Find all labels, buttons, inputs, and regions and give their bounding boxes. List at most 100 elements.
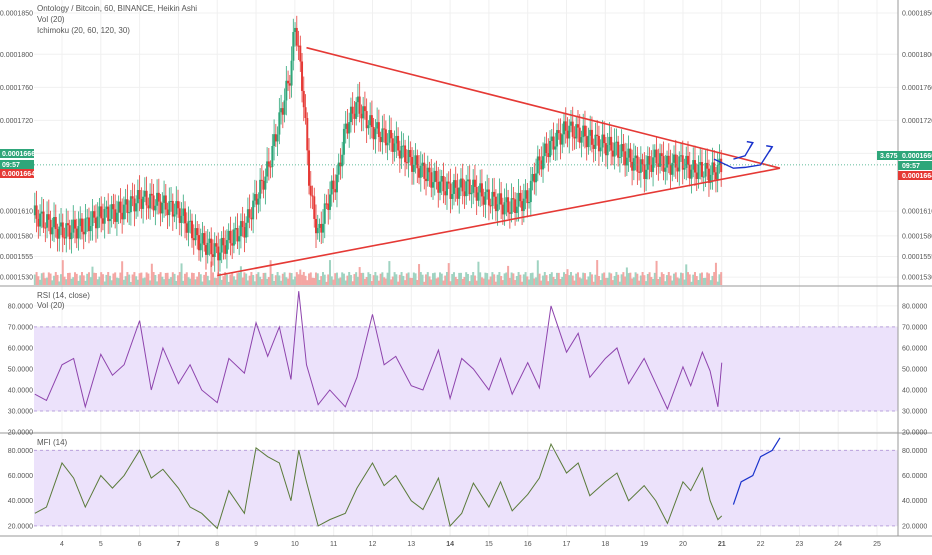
volume-bar bbox=[269, 260, 272, 285]
candle-body bbox=[309, 185, 312, 196]
trendline-lower[interactable] bbox=[217, 167, 781, 277]
candle-body bbox=[662, 156, 665, 172]
volume-bar bbox=[664, 281, 667, 285]
candle-body bbox=[452, 180, 455, 194]
candle-body bbox=[517, 192, 520, 207]
volume-bar bbox=[587, 276, 590, 285]
volume-bar bbox=[456, 279, 459, 285]
volume-bar bbox=[315, 272, 318, 285]
candle-body bbox=[47, 214, 50, 220]
volume-bar bbox=[40, 273, 43, 285]
candle-body bbox=[683, 168, 686, 170]
candle-body bbox=[283, 100, 286, 115]
volume-bar bbox=[690, 281, 693, 285]
candle-body bbox=[121, 212, 124, 220]
projection-arrowhead bbox=[766, 145, 774, 153]
volume-bar bbox=[699, 273, 702, 285]
price-tick-right: 0.0001800 bbox=[902, 52, 932, 59]
volume-bar bbox=[225, 274, 228, 285]
volume-bar bbox=[143, 277, 146, 285]
volume-bar bbox=[154, 274, 157, 285]
candle-body bbox=[288, 83, 291, 86]
candle-body bbox=[398, 150, 401, 159]
volume-bar bbox=[566, 269, 569, 285]
candle-body bbox=[638, 171, 641, 173]
volume-bar bbox=[266, 278, 269, 285]
right-price-label-bg bbox=[877, 151, 932, 160]
volume-bar bbox=[273, 281, 276, 285]
candle-body bbox=[414, 155, 417, 165]
candle-body bbox=[156, 192, 159, 206]
rsi-tick-right: 60.0000 bbox=[902, 345, 927, 352]
volume-bar bbox=[360, 272, 363, 285]
volume-bar bbox=[170, 277, 173, 285]
candle-body bbox=[660, 153, 663, 157]
price-tick-left: 0.0001850 bbox=[0, 11, 33, 18]
volume-bar bbox=[274, 275, 277, 285]
volume-bar bbox=[308, 273, 311, 285]
volume-bar bbox=[44, 278, 47, 285]
candle-body bbox=[315, 218, 318, 234]
price-projection[interactable] bbox=[713, 146, 773, 169]
candle-body bbox=[168, 201, 171, 216]
candle-body bbox=[700, 162, 703, 177]
candle-body bbox=[402, 145, 405, 147]
candle-body bbox=[676, 167, 679, 172]
volume-bar bbox=[585, 279, 588, 285]
candle-body bbox=[208, 238, 211, 243]
candle-body bbox=[505, 197, 508, 203]
candle-body bbox=[437, 181, 440, 193]
candle-body bbox=[189, 220, 192, 222]
volume-bar bbox=[171, 272, 174, 285]
candle-body bbox=[297, 45, 300, 47]
volume-bar bbox=[68, 272, 71, 285]
candle-body bbox=[327, 203, 330, 210]
candle-body bbox=[184, 208, 187, 224]
candle-body bbox=[491, 191, 494, 206]
volume-bar bbox=[393, 272, 396, 285]
trendline-upper[interactable] bbox=[306, 46, 781, 169]
rsi-tick-left: 50.0000 bbox=[8, 366, 33, 373]
candle-body bbox=[299, 45, 302, 62]
price-tick-left: 0.0001580 bbox=[0, 233, 33, 240]
date-tick-label: 9 bbox=[254, 541, 258, 548]
volume-bar bbox=[56, 274, 59, 285]
candle-body bbox=[664, 167, 667, 172]
right-price-label: 0.0001666 bbox=[902, 153, 932, 160]
volume-bar bbox=[484, 272, 487, 285]
candle-body bbox=[346, 123, 349, 134]
volume-bar bbox=[496, 274, 499, 285]
volume-bar bbox=[515, 276, 518, 285]
volume-bar bbox=[627, 273, 630, 285]
candle-body bbox=[248, 209, 251, 218]
candle-body bbox=[556, 130, 559, 147]
volume-bar bbox=[601, 273, 604, 285]
candle-body bbox=[482, 196, 485, 205]
candle-body bbox=[650, 164, 653, 172]
candle-body bbox=[501, 204, 504, 215]
candle-body bbox=[486, 189, 489, 192]
candle-body bbox=[466, 179, 469, 182]
volume-bar bbox=[215, 278, 218, 285]
volume-bar bbox=[138, 273, 141, 285]
candle-body bbox=[218, 252, 221, 261]
volume-bar bbox=[615, 272, 618, 285]
volume-bar bbox=[383, 277, 386, 285]
candle-body bbox=[267, 161, 270, 167]
mfi-projection[interactable] bbox=[732, 437, 781, 505]
volume-bar bbox=[302, 272, 305, 285]
candle-body bbox=[493, 191, 496, 197]
axis-labels[interactable]: 4 5 6 7 8 9 10 11 12 13 14 15 16 17 18 19 20 21 22 23 24 25 0.… bbox=[0, 11, 932, 548]
rsi-tick-left: 20.0000 bbox=[8, 430, 33, 437]
volume-bar bbox=[697, 279, 700, 285]
candle-body bbox=[360, 113, 363, 119]
candle-body bbox=[440, 176, 443, 182]
volume-bar bbox=[236, 273, 239, 285]
volume-bar bbox=[126, 272, 129, 285]
volume-bar bbox=[374, 272, 377, 285]
candle-body bbox=[447, 181, 450, 184]
mfi-tick-right: 20.0000 bbox=[902, 523, 927, 530]
volume-bar bbox=[297, 274, 300, 285]
candle-body bbox=[234, 228, 237, 230]
